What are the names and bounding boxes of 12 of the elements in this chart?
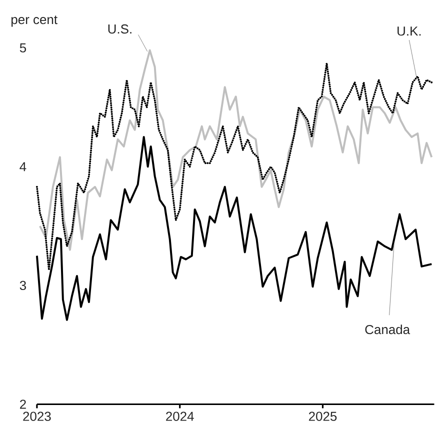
y-tick-label: 2 (20, 400, 26, 409)
y-tick-label: 3 (20, 280, 26, 290)
x-tick-label: 2025 (308, 412, 337, 421)
series-label: Canada (365, 324, 410, 334)
series-label: U.S. (108, 24, 132, 34)
line-series (38, 49, 433, 251)
text: U.K. (398, 26, 421, 36)
y-axis-title: per cent (11, 16, 58, 27)
x-tick-label: 2024 (166, 412, 194, 421)
x-tick-label: 2023 (23, 412, 51, 421)
y-tick-label: 4 (20, 162, 26, 172)
y-tick-label: 5 (20, 43, 26, 52)
